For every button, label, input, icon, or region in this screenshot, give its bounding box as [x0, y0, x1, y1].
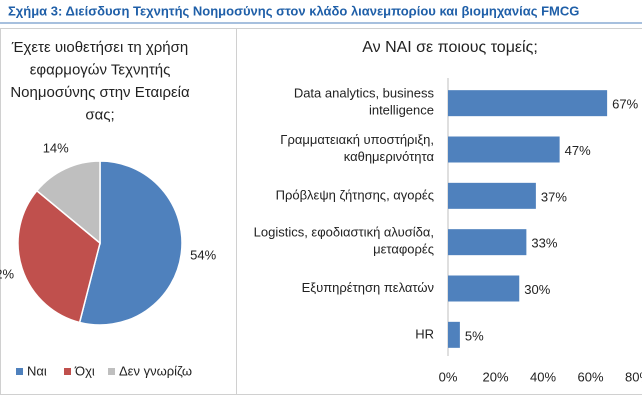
- legend-swatch: [64, 368, 71, 375]
- right-panel: [236, 28, 642, 395]
- value-label: 67%: [612, 97, 638, 112]
- value-label: 5%: [465, 328, 484, 343]
- bar: [448, 321, 460, 348]
- y-tick-label: Γραμματειακή υποστήριξη, καθημερινότητα: [280, 132, 434, 164]
- y-tick-label: HR: [415, 326, 434, 341]
- pie-slice: [78, 160, 183, 326]
- pie-slice: [17, 189, 101, 324]
- y-tick-label: Data analytics, business intelligence: [294, 86, 435, 118]
- value-label: 33%: [531, 236, 557, 251]
- value-label: 47%: [565, 143, 591, 158]
- x-tick-label: 60%: [577, 369, 603, 384]
- x-tick-label: 0%: [439, 369, 458, 384]
- pie-title: εφαρμογών Τεχνητής: [30, 61, 171, 78]
- slice-label: 32%: [0, 267, 15, 282]
- pie-title: Νοημοσύνης στην Εταιρεία: [10, 84, 190, 101]
- y-tick-label: Εξυπηρέτηση πελατών: [302, 280, 434, 295]
- pie-title: Έχετε υιοθετήσει τη χρήση: [11, 39, 189, 56]
- legend-swatch: [108, 368, 115, 375]
- legend-label: Ναι: [27, 363, 47, 378]
- value-label: 37%: [541, 189, 567, 204]
- bar: [448, 229, 527, 256]
- pie-slice: [35, 160, 101, 245]
- slice-label: 54%: [190, 247, 216, 262]
- bar: [448, 90, 608, 117]
- bar: [448, 136, 560, 163]
- legend-label: Όχι: [74, 363, 95, 378]
- y-tick-label: Πρόβλεψη ζήτησης, αγορές: [276, 187, 434, 202]
- y-tick-label: Logistics, εφοδιαστική αλυσίδα, μεταφορές: [254, 225, 434, 257]
- pie-title: σας;: [85, 106, 114, 123]
- legend-swatch: [16, 368, 23, 375]
- slice-label: 14%: [43, 140, 69, 155]
- value-label: 30%: [524, 282, 550, 297]
- x-tick-label: 80%: [625, 369, 642, 384]
- x-tick-label: 20%: [482, 369, 508, 384]
- page-title: Σχήμα 3: Διείσδυση Τεχνητής Νοημοσύνης σ…: [8, 3, 579, 18]
- x-tick-label: 40%: [530, 369, 556, 384]
- bar-title: Αν ΝΑΙ σε ποιους τομείς;: [362, 39, 538, 56]
- bar: [448, 182, 536, 209]
- legend-label: Δεν γνωρίζω: [119, 363, 192, 378]
- bar: [448, 275, 520, 302]
